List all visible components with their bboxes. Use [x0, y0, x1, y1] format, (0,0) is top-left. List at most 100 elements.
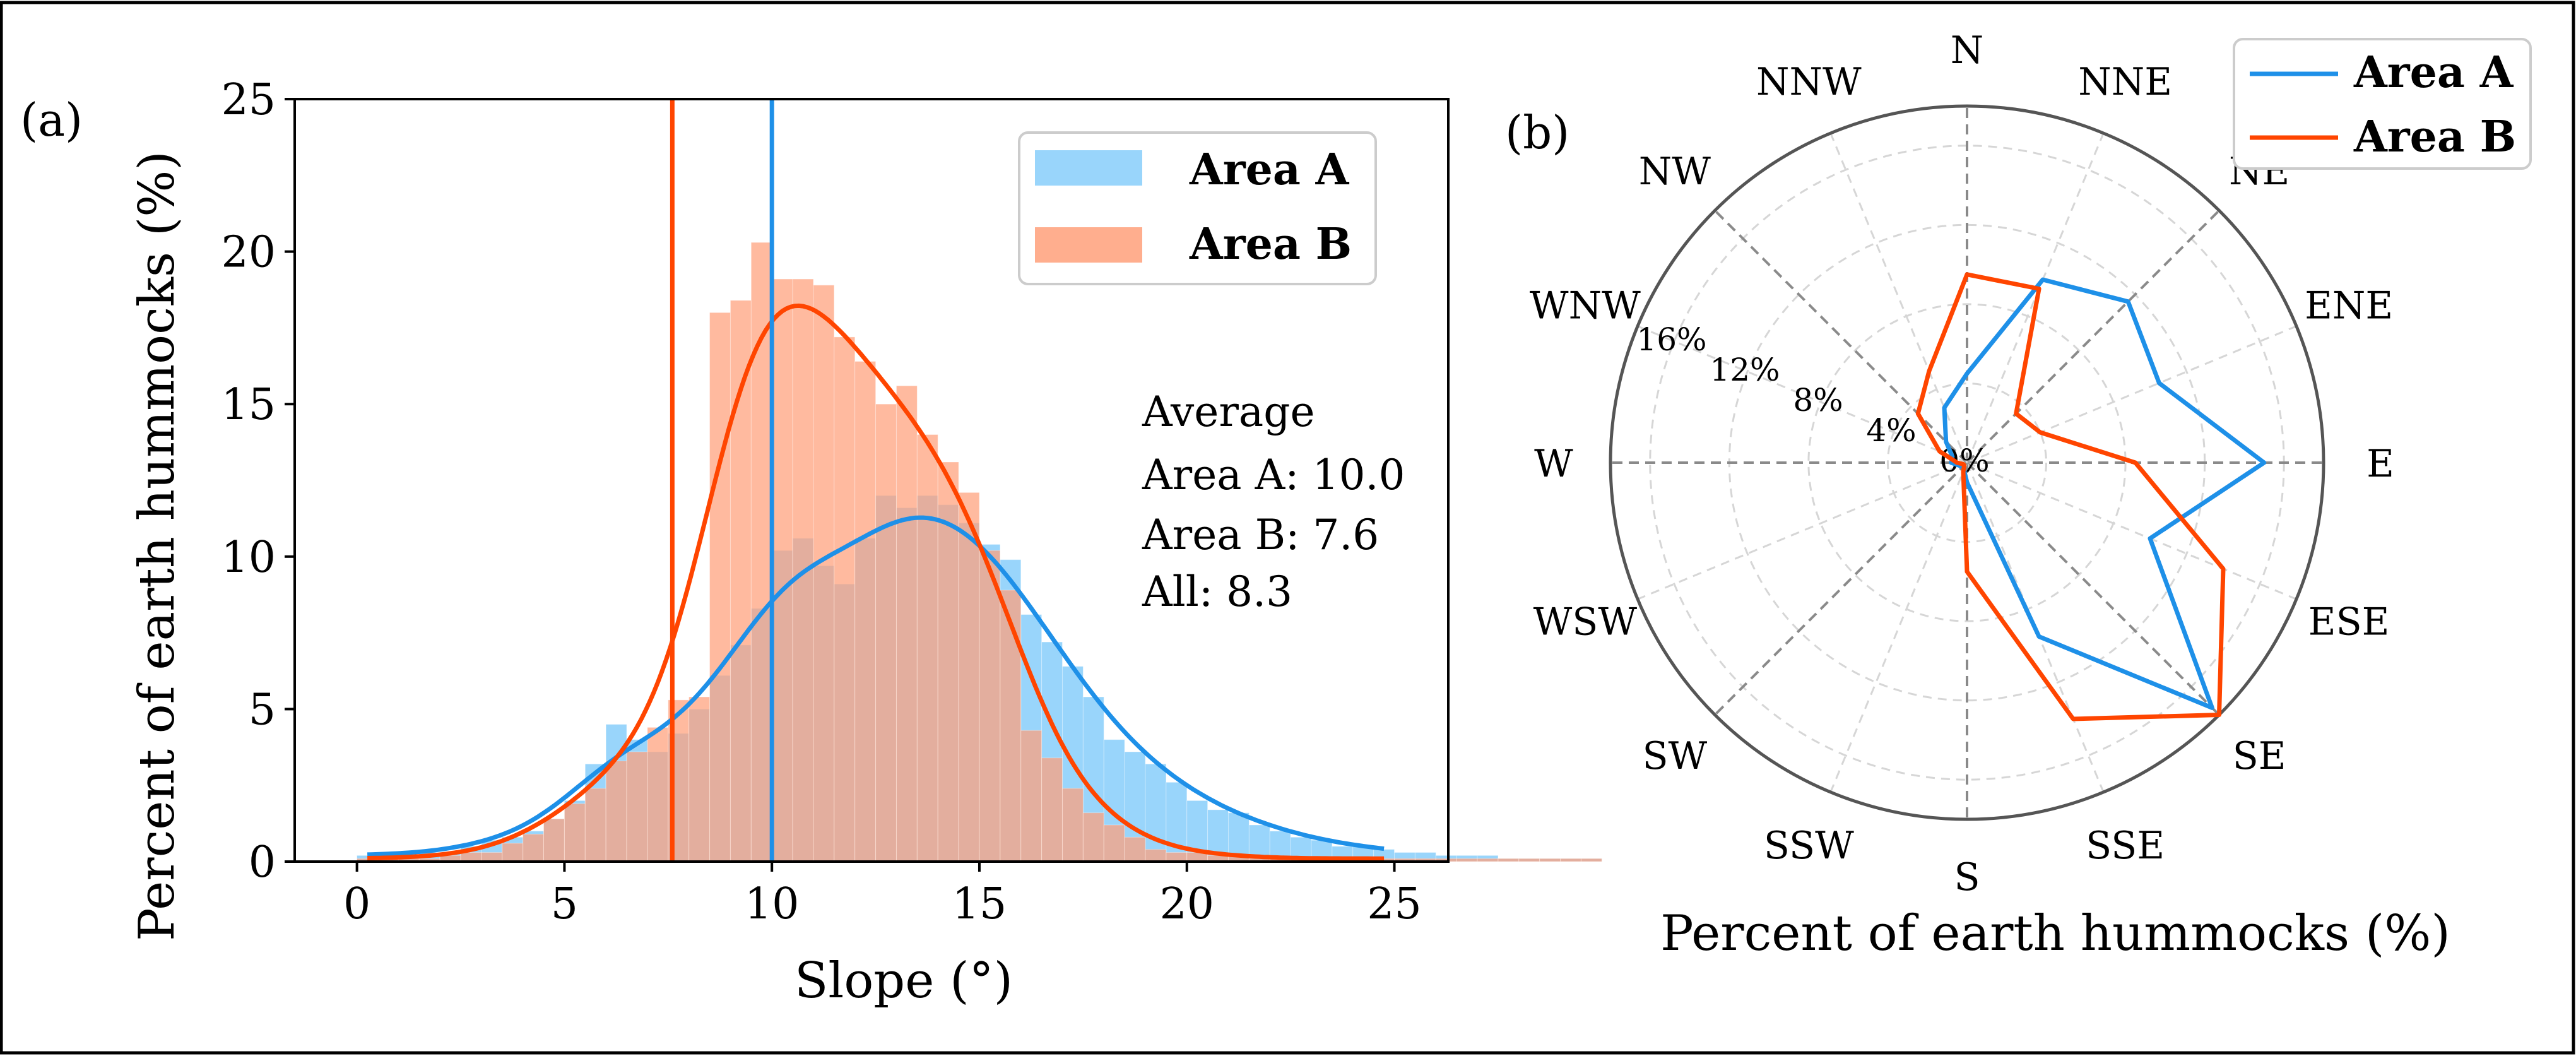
area-b-bar: [1456, 858, 1478, 862]
area-b-bar: [1539, 858, 1561, 862]
area-b-bar: [1145, 849, 1167, 862]
area-b-bar: [688, 696, 711, 862]
area-b-bar: [895, 385, 918, 862]
area-a-bar: [1145, 763, 1167, 862]
direction-label: ENE: [2305, 283, 2393, 328]
direction-label: NNE: [2078, 60, 2172, 104]
y-tick-label: 25: [221, 75, 276, 125]
area-b-bar: [1082, 812, 1104, 862]
area-b-bar: [813, 285, 835, 862]
area-b-rose-line: [1915, 272, 2226, 721]
area-b-bar: [564, 803, 586, 862]
panel-a-label: (a): [20, 93, 83, 146]
y-tick-label: 20: [221, 228, 276, 278]
direction-label: E: [2366, 442, 2394, 486]
direction-label: ESE: [2308, 600, 2390, 644]
area-b-bar: [1498, 858, 1520, 862]
x-tick-label: 25: [1367, 879, 1422, 929]
average-area-a: Area A: 10.0: [1142, 451, 1405, 499]
radial-tick-label: 8%: [1793, 382, 1843, 418]
area-b-bar: [709, 312, 731, 862]
area-b-bar: [916, 434, 938, 862]
radial-tick-label: 16%: [1636, 321, 1706, 358]
area-b-bar: [979, 550, 1001, 862]
direction-label: S: [1954, 855, 1980, 899]
direction-label: WSW: [1533, 600, 1638, 644]
area-b-bar: [1020, 730, 1043, 862]
histogram-plot-frame: [293, 98, 1450, 863]
rose-legend: Area A Area B: [2233, 38, 2532, 170]
area-b-bar: [1041, 757, 1063, 862]
direction-label: SSW: [1764, 824, 1854, 868]
legend-label-area-a: Area A: [2353, 47, 2514, 98]
legend-label-area-a: Area A: [1189, 145, 1350, 195]
average-title: Average: [1142, 388, 1315, 436]
x-tick-label: 15: [952, 879, 1007, 929]
y-tick-label: 10: [221, 533, 276, 583]
average-area-b: Area B: 7.6: [1142, 511, 1379, 559]
legend-label-area-b: Area B: [2353, 112, 2516, 162]
legend-swatch-area-b: [1035, 227, 1142, 263]
histogram-x-axis-label: Slope (°): [795, 952, 1013, 1009]
area-b-bar: [1477, 858, 1499, 862]
rose-outer-circle: [1609, 104, 2325, 821]
area-b-bar: [626, 751, 648, 862]
area-b-bar: [605, 761, 627, 862]
x-tick-label: 0: [343, 879, 370, 929]
panel-b-label: (b): [1505, 106, 1569, 159]
direction-spoke: [1714, 461, 1968, 716]
area-b-bar: [1518, 858, 1540, 862]
area-b-bar: [543, 818, 565, 862]
area-b-bar: [1560, 858, 1581, 862]
direction-label: N: [1951, 28, 1984, 73]
area-b-bar: [1166, 852, 1188, 862]
area-b-bar: [834, 336, 856, 862]
area-a-density-curve: [367, 515, 1385, 857]
x-tick-label: 20: [1159, 879, 1214, 929]
histogram-panel: (a) Percent of earth hummocks (%) 0 5 10 15…: [20, 75, 1602, 1009]
area-b-bar: [1580, 858, 1602, 862]
average-all: All: 8.3: [1142, 567, 1292, 616]
area-b-bar: [584, 788, 606, 862]
area-b-bars: [357, 242, 1602, 862]
area-b-bar: [1124, 836, 1146, 862]
area-a-rose-line: [1942, 277, 2267, 710]
direction-spoke: [1714, 210, 1968, 464]
histogram-y-ticks: 0 5 10 15 20 25: [221, 75, 295, 887]
legend-swatch-area-a: [1035, 150, 1142, 186]
direction-label: SSE: [2086, 824, 2165, 868]
area-b-bar: [481, 852, 503, 862]
x-tick-label: 5: [551, 879, 578, 929]
radial-tick-label: 4%: [1866, 412, 1916, 449]
histogram-legend: Area A Area B: [1018, 131, 1377, 285]
rose-radial-tick-labels: 0%4%8%12%16%: [1636, 321, 1989, 479]
direction-spoke: [1966, 461, 2220, 716]
legend-label-area-b: Area B: [1189, 219, 1352, 270]
y-tick-label: 15: [221, 380, 276, 430]
area-b-bar: [1061, 788, 1084, 862]
direction-label: SW: [1642, 734, 1707, 778]
area-b-bar: [1000, 590, 1022, 862]
area-b-bar: [958, 492, 980, 862]
area-b-bar: [1103, 824, 1125, 862]
area-b-bar: [771, 278, 793, 862]
y-tick-label: 0: [249, 838, 276, 887]
direction-label: NW: [1639, 150, 1711, 194]
rose-axis-label: Percent of earth hummocks (%): [1660, 905, 2450, 962]
average-annotation: Average Area A: 10.0 Area B: 7.6 All: 8.…: [1142, 388, 1405, 616]
area-b-bar: [502, 843, 524, 862]
histogram-x-ticks: 0 5 10 15 20 25: [343, 862, 1422, 929]
histogram-y-axis-label: Percent of earth hummocks (%): [129, 151, 186, 941]
direction-label: W: [1534, 442, 1573, 486]
radial-grid-ring: [1807, 303, 2127, 622]
area-b-density-curve: [367, 303, 1385, 861]
direction-label: NNW: [1756, 60, 1862, 104]
area-b-bar: [523, 834, 545, 862]
rose-panel: (b) 0%4%8%12%16% NNNENEENEEESESESSESSSWS…: [1505, 28, 2532, 962]
direction-label: WNW: [1530, 283, 1641, 328]
area-b-bar: [647, 727, 669, 862]
area-b-bar: [854, 361, 877, 862]
x-tick-label: 10: [745, 879, 800, 929]
direction-label: SE: [2233, 734, 2286, 778]
